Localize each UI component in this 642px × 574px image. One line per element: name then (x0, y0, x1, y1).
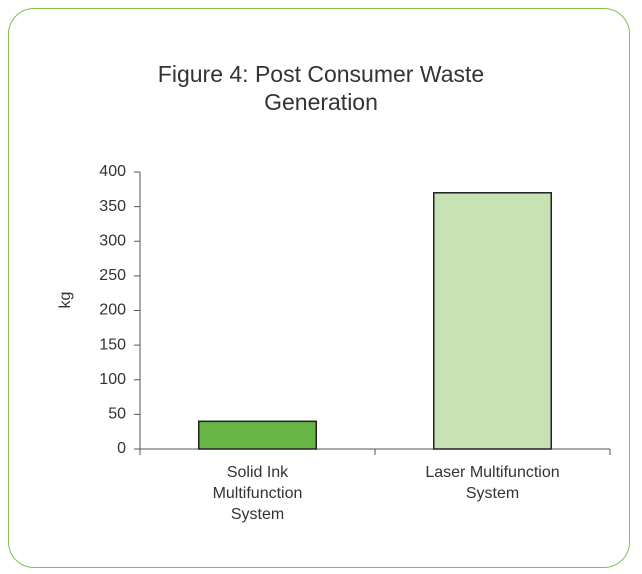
x-tick-label: Solid Ink Multifunction System (212, 464, 303, 523)
y-tick-label: 0 (117, 440, 126, 457)
y-tick-label: 50 (108, 406, 126, 423)
y-tick-label: 250 (99, 267, 126, 284)
y-tick-label: 100 (99, 371, 126, 388)
frame (8, 8, 630, 568)
y-axis-label: kg (57, 292, 74, 309)
y-tick-label: 350 (99, 198, 126, 215)
bar (198, 420, 317, 450)
chart-title: Figure 4: Post Consumer Waste Generation (157, 61, 485, 115)
x-tick-label: Laser Multifunction System (425, 464, 560, 502)
y-tick-label: 300 (99, 232, 126, 249)
y-tick-label: 400 (99, 163, 126, 180)
y-tick-label: 150 (99, 336, 126, 353)
y-tick-label: 200 (99, 302, 126, 319)
bar (433, 192, 552, 450)
